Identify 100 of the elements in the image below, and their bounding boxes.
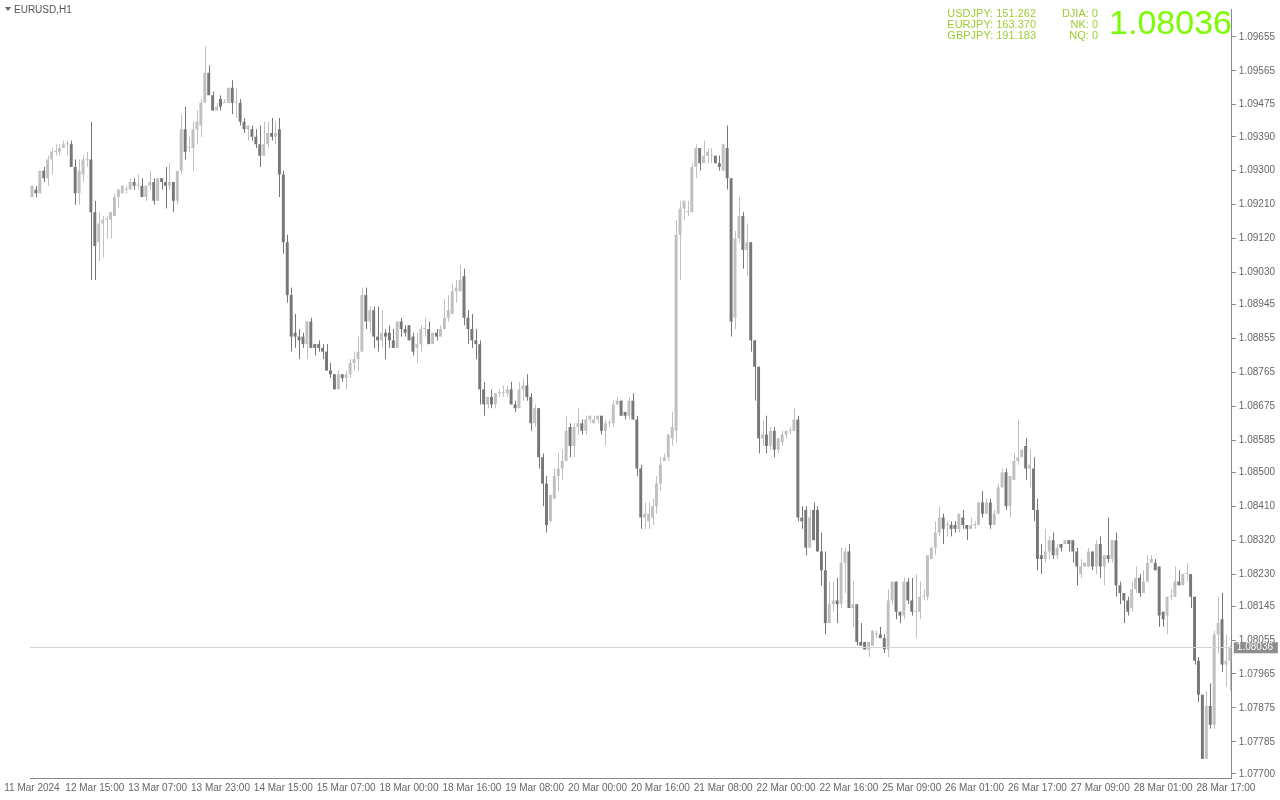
y-tick-label: 1.09210 [1238, 198, 1276, 210]
candlestick [1173, 566, 1177, 598]
candlestick [1075, 547, 1079, 586]
y-tick-label: 1.09120 [1238, 232, 1276, 244]
chart-title: EURUSD,H1 [14, 4, 72, 15]
x-tick-label: 15 Mar 07:00 [316, 781, 377, 793]
y-tick-label: 1.08500 [1238, 466, 1276, 478]
candlestick [882, 633, 886, 654]
x-tick-label: 22 Mar 16:00 [819, 781, 879, 793]
x-tick-label: 14 Mar 15:00 [253, 781, 314, 793]
annotation: DJIA: 0 [1061, 7, 1098, 19]
candlestick [941, 513, 945, 545]
candlestick [274, 121, 277, 145]
candlestick [533, 403, 537, 428]
candlestick [442, 298, 446, 330]
candlestick [1110, 539, 1114, 564]
candlestick [112, 192, 116, 217]
candlestick [768, 426, 772, 451]
candlestick [859, 622, 863, 647]
candlestick [207, 64, 211, 96]
candlestick [745, 222, 749, 277]
y-tick-label: 1.07700 [1238, 767, 1276, 779]
candlestick [1079, 558, 1083, 579]
candlestick [961, 509, 965, 530]
y-tick-label: 1.08675 [1238, 400, 1276, 412]
annotation: USDJPY: 151.262 [947, 7, 1036, 19]
candlestick [391, 328, 395, 349]
candlestick [69, 140, 73, 168]
y-tick-label: 1.08410 [1238, 499, 1276, 511]
candlestick [352, 351, 356, 372]
candlestick [556, 452, 560, 492]
x-tick-label: 12 Mar 15:00 [65, 781, 125, 793]
candlestick [1090, 550, 1094, 571]
y-tick-label: 1.07785 [1238, 735, 1276, 747]
candlestick [1094, 539, 1098, 575]
candlestick [383, 328, 387, 360]
x-tick-label: 19 Mar 08:00 [505, 781, 565, 793]
candlestick [167, 162, 171, 191]
candlestick [1106, 517, 1110, 564]
candlestick [97, 211, 101, 262]
y-tick-label: 1.08765 [1238, 366, 1276, 378]
candlestick [1047, 535, 1051, 560]
candlestick [470, 313, 474, 349]
candlestick [831, 581, 835, 613]
x-tick-label: 27 Mar 09:00 [1070, 781, 1131, 793]
candlestick [945, 520, 949, 537]
candlestick [1216, 596, 1220, 654]
candlestick [148, 170, 152, 191]
y-tick-label: 1.08585 [1238, 433, 1276, 445]
annotation: GBPJPY: 191.183 [947, 29, 1036, 41]
candlestick [1051, 532, 1055, 560]
annotation: EURJPY: 163.370 [947, 18, 1036, 30]
x-tick-label: 13 Mar 07:00 [128, 781, 188, 793]
candlestick [234, 87, 238, 119]
y-tick-label: 1.09300 [1238, 164, 1276, 176]
candlestick [1224, 633, 1228, 688]
candlestick [910, 577, 914, 617]
x-tick-label: 25 Mar 09:00 [882, 781, 942, 793]
candlestick [631, 392, 635, 421]
candlestick [819, 532, 823, 586]
y-tick-label: 1.09655 [1238, 30, 1276, 42]
y-tick-label: 1.08145 [1238, 599, 1276, 611]
y-tick-label: 1.07965 [1238, 667, 1276, 679]
candlestick [937, 505, 941, 537]
candlestick [1130, 581, 1134, 613]
candlestick [270, 117, 274, 142]
candlestick [933, 520, 937, 556]
candlestick [568, 422, 572, 458]
x-tick-label: 11 Mar 2024 [4, 781, 61, 793]
x-tick-label: 26 Mar 01:00 [945, 781, 1005, 793]
candlestick [266, 121, 270, 149]
y-tick-label: 1.09565 [1238, 64, 1276, 76]
candlestick [1138, 573, 1142, 598]
candlestick [647, 501, 651, 530]
candlestick [980, 490, 984, 519]
candlestick [399, 317, 403, 338]
candlestick [238, 98, 242, 126]
candlestick [772, 426, 776, 458]
x-tick-label: 20 Mar 16:00 [630, 781, 691, 793]
candlestick [1016, 419, 1020, 466]
x-tick-label: 20 Mar 00:00 [568, 781, 628, 793]
candlestick [792, 407, 796, 432]
candlestick [851, 581, 855, 628]
candlestick [1185, 562, 1189, 583]
x-tick-label: 26 Mar 17:00 [1007, 781, 1068, 793]
candlestick [764, 415, 768, 454]
candlestick [658, 456, 662, 492]
x-tick-label: 18 Mar 16:00 [442, 781, 502, 793]
x-tick-label: 28 Mar 01:00 [1133, 781, 1194, 793]
candlestick [1028, 449, 1032, 488]
candlestick [415, 332, 419, 364]
candlestick [450, 283, 454, 315]
candlestick [603, 419, 607, 447]
y-tick-label: 1.08320 [1238, 533, 1276, 545]
candlestick [1142, 569, 1145, 594]
x-tick-label: 21 Mar 08:00 [693, 781, 754, 793]
y-tick-label: 1.09390 [1238, 130, 1276, 142]
annotation: NQ: 0 [1069, 29, 1098, 41]
candlestick [368, 305, 372, 334]
candlestick [152, 177, 156, 206]
